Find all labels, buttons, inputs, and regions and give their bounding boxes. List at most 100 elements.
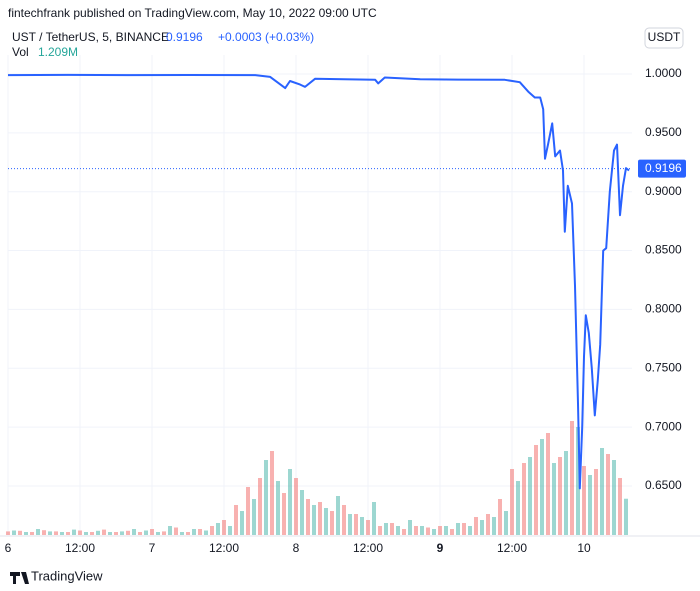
y-tick-label: 0.9500	[645, 125, 682, 139]
x-tick-label: 10	[577, 541, 591, 555]
y-tick-label: 0.8000	[645, 302, 682, 316]
volume-bar	[216, 523, 220, 535]
volume-bar	[252, 499, 256, 535]
volume-bar	[570, 421, 574, 535]
volume-bar	[120, 531, 124, 535]
volume-bar	[624, 498, 628, 535]
volume-bar	[150, 529, 154, 535]
volume-bar	[66, 532, 70, 535]
volume-bar	[462, 523, 466, 535]
volume-bar	[492, 517, 496, 535]
volume-bar	[504, 511, 508, 535]
volume-bar	[132, 529, 136, 535]
volume-bar	[306, 499, 310, 535]
volume-bar	[582, 466, 586, 535]
volume-bar	[138, 532, 142, 535]
currency-button-label[interactable]: USDT	[648, 30, 681, 44]
volume-bar	[54, 531, 58, 535]
y-tick-label: 0.9000	[645, 184, 682, 198]
volume-bar	[588, 475, 592, 535]
volume-label: Vol	[12, 45, 29, 59]
volume-bar	[312, 505, 316, 535]
volume-bar	[234, 505, 238, 535]
volume-bar	[552, 463, 556, 535]
volume-bar	[282, 493, 286, 535]
volume-bar	[198, 529, 202, 535]
volume-bar	[162, 531, 166, 535]
volume-bar	[426, 527, 430, 535]
volume-bar	[6, 531, 10, 535]
volume-bar	[420, 526, 424, 535]
volume-bar	[294, 478, 298, 535]
x-tick-label: 12:00	[353, 541, 383, 555]
volume-bar	[432, 529, 436, 535]
volume-bar	[222, 520, 226, 535]
currency-button[interactable]	[644, 27, 684, 49]
volume-bar	[240, 511, 244, 535]
brand-logo	[10, 572, 29, 584]
volume-bar	[402, 529, 406, 535]
header-price: 0.9196	[166, 30, 203, 44]
volume-bar	[144, 530, 148, 535]
volume-bar	[444, 526, 448, 535]
volume-bar	[168, 526, 172, 535]
y-tick-label: 0.7500	[645, 360, 682, 374]
volume-bar	[612, 460, 616, 535]
volume-bar	[366, 520, 370, 535]
volume-bar	[84, 532, 88, 535]
volume-bar	[18, 530, 22, 535]
last-price-label: 0.9196	[645, 161, 682, 175]
volume-bar	[30, 532, 34, 535]
volume-bar	[300, 490, 304, 535]
x-tick-label: 7	[149, 541, 156, 555]
publisher-line: fintechfrank published on TradingView.co…	[8, 6, 377, 20]
volume-bar	[510, 469, 514, 535]
volume-bar	[528, 457, 532, 535]
volume-bar	[456, 523, 460, 535]
volume-bar	[108, 532, 112, 535]
volume-bar	[396, 526, 400, 535]
volume-bar	[594, 469, 598, 535]
volume-bar	[318, 502, 322, 535]
volume-bar	[72, 529, 76, 535]
volume-bar	[60, 532, 64, 535]
volume-bar	[474, 517, 478, 535]
volume-bar	[270, 451, 274, 535]
volume-bar	[12, 530, 16, 535]
volume-bar	[330, 511, 334, 535]
x-tick-label: 12:00	[209, 541, 239, 555]
header-change: +0.0003 (+0.03%)	[218, 30, 314, 44]
volume-bar	[600, 448, 604, 535]
volume-bar	[48, 531, 52, 535]
volume-bar	[324, 508, 328, 535]
volume-bar	[606, 454, 610, 535]
volume-bar	[546, 433, 550, 535]
volume-bar	[186, 532, 190, 535]
volume-bar	[372, 502, 376, 535]
volume-bar	[486, 514, 490, 535]
volume-bar	[342, 505, 346, 535]
volume-bar	[384, 523, 388, 535]
volume-bar	[354, 514, 358, 535]
volume-bar	[558, 457, 562, 535]
volume-bar	[42, 530, 46, 535]
volume-bar	[498, 499, 502, 535]
volume-bar	[408, 520, 412, 535]
y-tick-label: 0.6500	[645, 478, 682, 492]
volume-bar	[276, 481, 280, 535]
volume-bar	[36, 529, 40, 535]
volume-bar	[534, 445, 538, 535]
volume-bar	[438, 526, 442, 535]
volume-bar	[180, 532, 184, 535]
y-tick-label: 0.7000	[645, 419, 682, 433]
symbol: UST / TetherUS, 5, BINANCE	[12, 30, 169, 44]
volume-bar	[264, 460, 268, 535]
volume-value: 1.209M	[38, 45, 78, 59]
volume-bar	[564, 451, 568, 535]
volume-bar	[174, 527, 178, 535]
volume-bar	[228, 526, 232, 535]
volume-bar	[360, 517, 364, 535]
brand: TradingView	[31, 568, 103, 583]
